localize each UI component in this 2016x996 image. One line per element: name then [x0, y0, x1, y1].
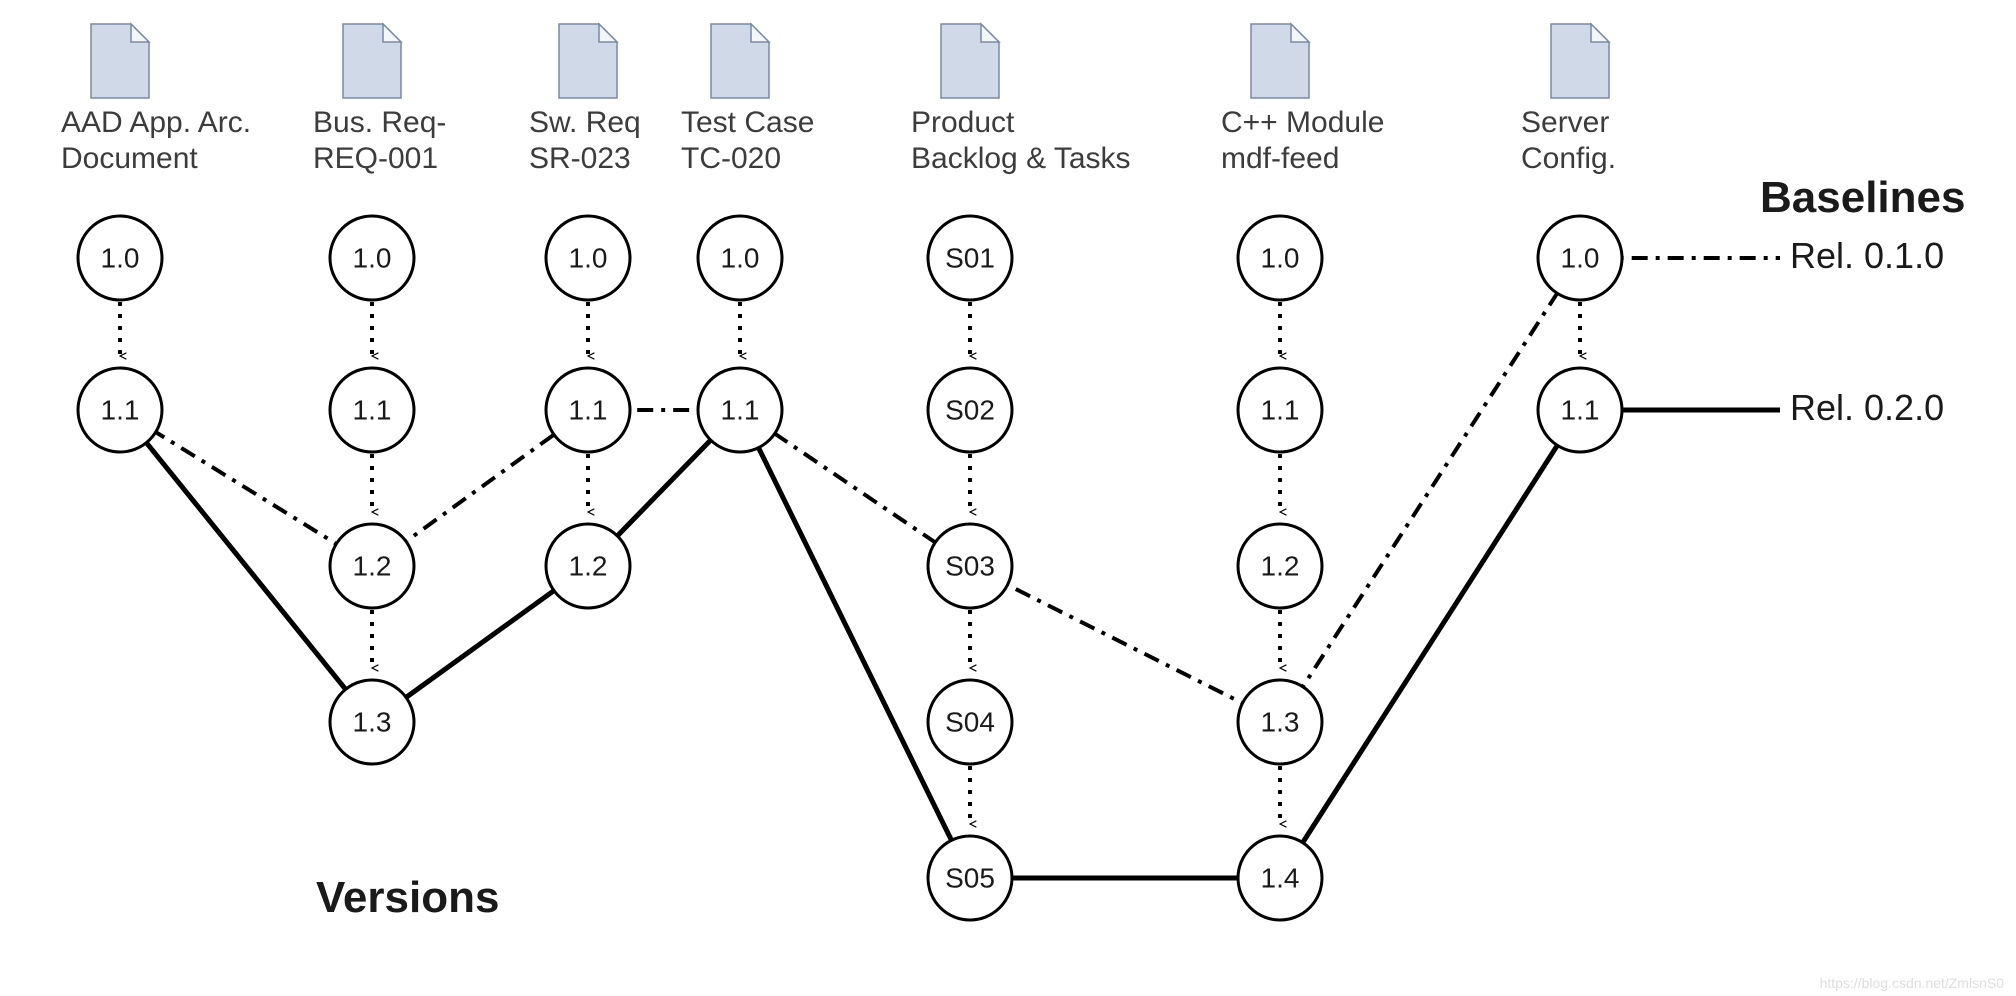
version-node: 1.0 — [546, 216, 630, 300]
version-label: 1.1 — [353, 394, 392, 425]
column-backlog: Product Backlog & Tasks S01 S02 S03 S04 S05 — [911, 24, 1131, 920]
version-node: 1.1 — [1538, 368, 1622, 452]
column-label-line1: Bus. Req- — [313, 106, 446, 139]
version-label: 1.4 — [1261, 862, 1300, 893]
version-node: 1.3 — [1238, 680, 1322, 764]
column-label-line2: TC-020 — [681, 142, 781, 175]
doc-icon-fold — [1291, 24, 1309, 42]
column-tc: Test CaseTC-020 1.0 1.1 — [681, 24, 814, 452]
diagram-canvas: AAD App. Arc.Document1.01.1Bus. Req-REQ-… — [0, 0, 2016, 996]
baseline-rel.-0.2.0 — [120, 410, 1780, 878]
version-node: 1.0 — [1538, 216, 1622, 300]
column-label-line1: Sw. Req — [529, 106, 641, 139]
version-node: 1.2 — [1238, 524, 1322, 608]
column-label-line2: Config. — [1521, 142, 1616, 175]
version-node: 1.1 — [698, 368, 782, 452]
column-label-line1: AAD App. Arc. — [61, 106, 251, 139]
version-node: 1.0 — [698, 216, 782, 300]
version-label: 1.1 — [101, 394, 140, 425]
version-node: 1.1 — [330, 368, 414, 452]
version-node: 1.0 — [1238, 216, 1322, 300]
version-label: 1.0 — [353, 242, 392, 273]
version-node: 1.1 — [546, 368, 630, 452]
version-label: 1.0 — [101, 242, 140, 273]
version-label: 1.1 — [569, 394, 608, 425]
version-label: S05 — [945, 862, 995, 893]
version-node: 1.1 — [78, 368, 162, 452]
column-label-line2: Document — [61, 142, 198, 175]
doc-icon-fold — [599, 24, 617, 42]
version-node: S04 — [928, 680, 1012, 764]
version-label: S04 — [945, 706, 995, 737]
version-label: S03 — [945, 550, 995, 581]
version-label: 1.1 — [1261, 394, 1300, 425]
doc-icon-fold — [751, 24, 769, 42]
baseline-label-2: Rel. 0.2.0 — [1790, 387, 1944, 428]
column-swreq: Sw. ReqSR-023 1.0 1.1 1.2 — [529, 24, 641, 608]
version-label: S02 — [945, 394, 995, 425]
version-label: S01 — [945, 242, 995, 273]
version-label: 1.1 — [721, 394, 760, 425]
doc-icon-fold — [981, 24, 999, 42]
version-node: 1.0 — [330, 216, 414, 300]
baseline-label-1: Rel. 0.1.0 — [1790, 235, 1944, 276]
column-label-line1: Product — [911, 106, 1015, 139]
version-label: 1.3 — [353, 706, 392, 737]
version-label: 1.0 — [1261, 242, 1300, 273]
version-node: S05 — [928, 836, 1012, 920]
version-label: 1.2 — [569, 550, 608, 581]
version-label: 1.0 — [1561, 242, 1600, 273]
version-label: 1.1 — [1561, 394, 1600, 425]
version-node: 1.1 — [1238, 368, 1322, 452]
baselines-label: Baselines — [1760, 173, 1965, 222]
version-label: 1.2 — [1261, 550, 1300, 581]
version-node: 1.2 — [330, 524, 414, 608]
version-label: 1.0 — [721, 242, 760, 273]
column-label-line2: SR-023 — [529, 142, 631, 175]
column-label-line2: mdf-feed — [1221, 142, 1339, 175]
version-node: S01 — [928, 216, 1012, 300]
version-label: 1.2 — [353, 550, 392, 581]
version-node: 1.2 — [546, 524, 630, 608]
column-label-line1: C++ Module — [1221, 106, 1384, 139]
column-label-line1: Server — [1521, 106, 1609, 139]
version-label: 1.0 — [569, 242, 608, 273]
version-node: 1.0 — [78, 216, 162, 300]
doc-icon-fold — [131, 24, 149, 42]
column-aad: AAD App. Arc.Document 1.0 1.1 — [61, 24, 251, 452]
column-server: ServerConfig. 1.0 1.1 — [1521, 24, 1622, 452]
columns-group: AAD App. Arc.Document1.01.1Bus. Req-REQ-… — [61, 24, 1622, 920]
watermark: https://blog.csdn.net/ZmlsnS0 — [1820, 975, 2005, 991]
column-cpp: C++ Modulemdf-feed 1.0 1.1 1.2 1.3 1.4 — [1221, 24, 1384, 920]
versions-label: Versions — [316, 873, 499, 922]
column-busreq: Bus. Req-REQ-001 1.0 1.1 1.2 1.3 — [313, 24, 446, 764]
doc-icon-fold — [1591, 24, 1609, 42]
version-node: 1.3 — [330, 680, 414, 764]
column-label-line2: Backlog & Tasks — [911, 142, 1131, 175]
version-node: S03 — [928, 524, 1012, 608]
doc-icon-fold — [383, 24, 401, 42]
version-node: S02 — [928, 368, 1012, 452]
column-label-line1: Test Case — [681, 106, 814, 139]
column-label-line2: REQ-001 — [313, 142, 438, 175]
version-label: 1.3 — [1261, 706, 1300, 737]
version-node: 1.4 — [1238, 836, 1322, 920]
